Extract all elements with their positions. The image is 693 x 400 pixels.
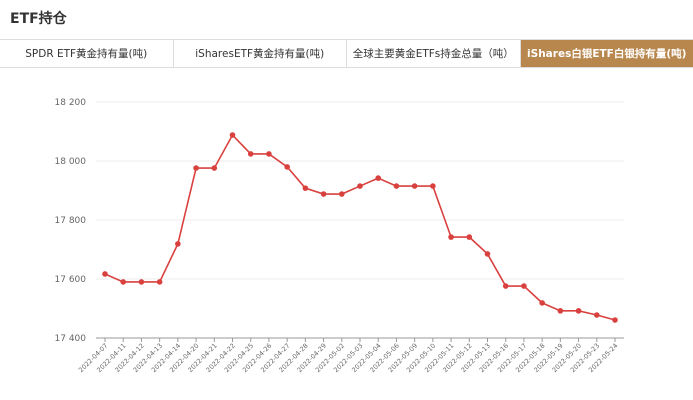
tab[interactable]: iSharesETF黄金持有量(吨): [174, 40, 347, 67]
y-tick-label: 17 600: [55, 275, 87, 285]
point: [175, 241, 181, 247]
line: [104, 133, 616, 321]
point: [138, 279, 145, 285]
point: [430, 183, 436, 189]
point: [284, 164, 290, 170]
point: [357, 183, 363, 189]
tab[interactable]: 全球主要黄金ETFs持金总量（吨）: [347, 40, 521, 67]
point: [557, 308, 564, 314]
tab-bar: SPDR ETF黄金持有量(吨) iSharesETF黄金持有量(吨) 全球主要…: [0, 39, 693, 68]
point: [448, 234, 454, 240]
tab-active[interactable]: iShares白银ETF白银持有量(吨): [520, 40, 693, 67]
point: [521, 283, 527, 289]
point: [229, 132, 236, 138]
point: [612, 317, 618, 323]
tab[interactable]: SPDR ETF黄金持有量(吨): [0, 40, 174, 67]
point: [575, 308, 582, 314]
point: [102, 271, 108, 277]
y-tick-label: 18 200: [55, 98, 87, 108]
point: [302, 185, 309, 191]
point: [502, 283, 509, 289]
point: [120, 279, 127, 285]
point: [393, 183, 400, 189]
point: [211, 165, 218, 171]
y-tick-label: 17 800: [55, 216, 87, 226]
point: [266, 151, 272, 157]
point: [193, 165, 199, 171]
point: [320, 191, 327, 197]
page-title: ETF持仓: [10, 11, 67, 27]
point: [466, 234, 473, 240]
point: [484, 251, 491, 257]
point: [593, 312, 600, 318]
point: [375, 175, 382, 181]
point: [247, 151, 254, 157]
point: [156, 279, 163, 285]
y-tick-label: 17 400: [55, 334, 87, 344]
point: [411, 183, 418, 189]
y-tick-label: 18 000: [55, 157, 87, 167]
point: [338, 191, 345, 197]
point: [539, 300, 545, 306]
